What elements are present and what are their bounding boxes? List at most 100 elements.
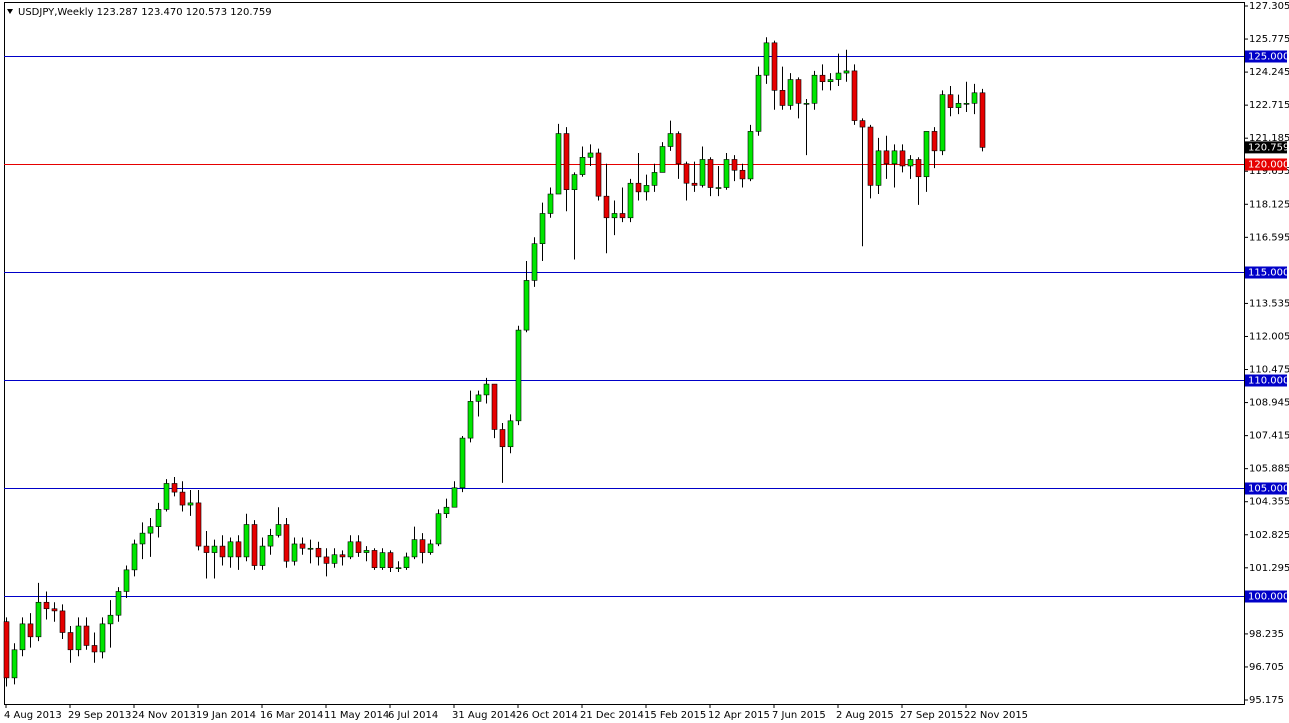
y-tick-label: 95.175 [1249, 695, 1284, 706]
candle-body [251, 524, 258, 566]
candle-body [835, 72, 842, 80]
candle-body [267, 535, 274, 547]
candle-body [531, 243, 538, 281]
x-tick-label: 4 Aug 2013 [4, 710, 62, 721]
candle-body [923, 131, 930, 178]
x-tick-label: 26 Oct 2014 [516, 710, 578, 721]
x-tick-label: 27 Sep 2015 [900, 710, 963, 721]
candle-body [811, 74, 818, 104]
level-label: 115.000 [1248, 268, 1289, 279]
candle-body [539, 213, 546, 245]
level-label: 125.000 [1248, 52, 1289, 63]
candle-body [747, 131, 754, 180]
y-tick-label: 127.305 [1249, 1, 1289, 12]
candle-body [219, 545, 226, 558]
y-tick-label: 121.185 [1249, 133, 1289, 144]
y-tick-label: 122.715 [1249, 100, 1289, 111]
candle-body [563, 133, 570, 191]
y-tick-label: 96.705 [1249, 662, 1284, 673]
candle-body [91, 645, 98, 653]
candle-body [131, 543, 138, 571]
candle-body [739, 169, 746, 180]
candle-body [179, 491, 186, 506]
candle-body [35, 601, 42, 638]
candle-body [27, 623, 34, 638]
candle-body [803, 103, 810, 105]
x-tick-label: 12 Apr 2015 [708, 710, 770, 721]
candle-body [851, 70, 858, 121]
level-label-box [1245, 482, 1287, 495]
candle-body [3, 621, 10, 679]
candle-body [315, 547, 322, 558]
y-tick-label: 108.945 [1249, 398, 1289, 409]
candle-body [67, 632, 74, 651]
candle-body [59, 610, 66, 633]
candle-body [83, 625, 90, 646]
level-label: 110.000 [1248, 376, 1289, 387]
candle-body [195, 502, 202, 547]
candle-body [387, 552, 394, 569]
candle-body [403, 556, 410, 569]
candle-body [411, 539, 418, 558]
candle-body [627, 182, 634, 219]
y-tick-label: 110.475 [1249, 365, 1289, 376]
candle-body [171, 483, 178, 493]
candle-body [867, 126, 874, 186]
candle-body [723, 159, 730, 188]
candle-body [683, 163, 690, 184]
candle-body [699, 159, 706, 186]
candle-body [475, 394, 482, 402]
candle-body [691, 182, 698, 186]
x-tick-label: 29 Sep 2013 [68, 710, 131, 721]
candle-body [107, 614, 114, 625]
last-price-box [1245, 141, 1287, 154]
candle-body [299, 543, 306, 549]
candle-body [507, 420, 514, 448]
candle-body [347, 541, 354, 558]
level-label-box [1245, 158, 1287, 171]
candle-body [859, 120, 866, 128]
candle-body [435, 513, 442, 545]
y-tick-label: 104.355 [1249, 497, 1289, 508]
candle-body [787, 79, 794, 106]
candle-body [635, 182, 642, 193]
candle-body [307, 547, 314, 550]
candle-body [187, 502, 194, 506]
candle-body [243, 524, 250, 558]
y-tick-label: 98.235 [1249, 629, 1284, 640]
candle-body [163, 483, 170, 510]
candle-body [443, 506, 450, 515]
level-label: 120.000 [1248, 160, 1289, 171]
y-tick-label: 125.775 [1249, 34, 1289, 45]
candle-body [355, 541, 362, 553]
y-tick-label: 124.245 [1249, 67, 1289, 78]
candle-body [611, 213, 618, 219]
y-tick-label: 118.125 [1249, 199, 1289, 210]
candle-body [659, 146, 666, 173]
candle-body [555, 133, 562, 195]
candle-body [963, 103, 970, 105]
candle-body [771, 42, 778, 91]
candle-body [459, 437, 466, 489]
candle-body [931, 131, 938, 152]
x-tick-label: 21 Dec 2014 [580, 710, 644, 721]
candle-body [667, 133, 674, 147]
candle-body [715, 187, 722, 189]
candle-body [259, 545, 266, 566]
candle-body [499, 429, 506, 448]
x-tick-label: 2 Aug 2015 [836, 710, 894, 721]
candle-body [795, 79, 802, 104]
chart-title: USDJPY,Weekly 123.287 123.470 120.573 12… [18, 7, 272, 18]
candle-body [891, 150, 898, 165]
candle-body [755, 74, 762, 132]
x-tick-label: 11 May 2014 [324, 710, 389, 721]
candle-body [819, 74, 826, 83]
candle-body [827, 79, 834, 83]
candle-body [395, 567, 402, 570]
candle-body [971, 92, 978, 104]
candle-body [99, 623, 106, 653]
level-label-box [1245, 266, 1287, 279]
candle-body [915, 159, 922, 178]
candle-body [843, 70, 850, 74]
